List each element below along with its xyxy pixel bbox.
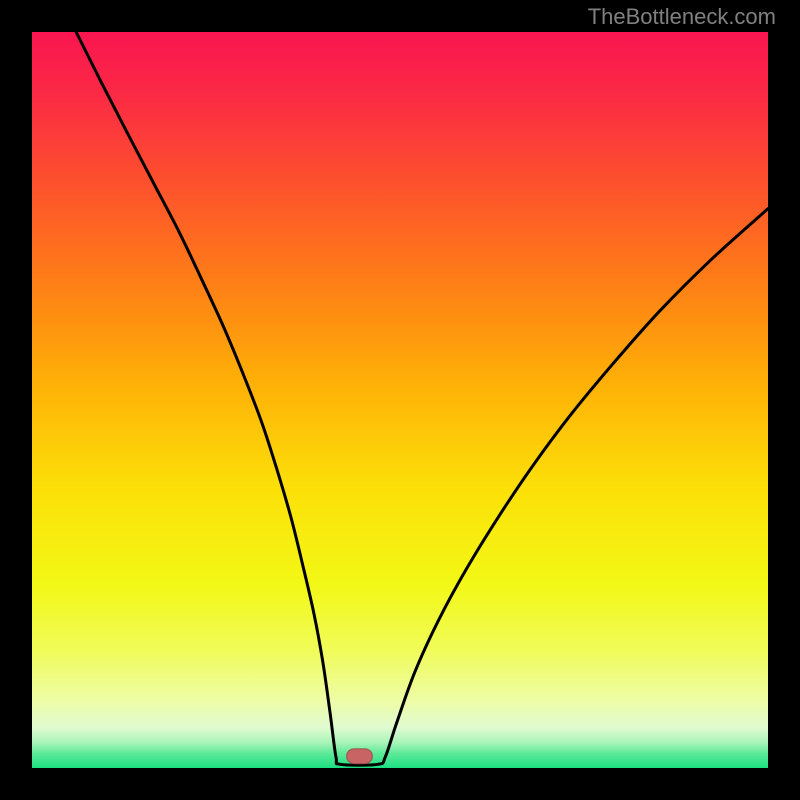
watermark-text: TheBottleneck.com xyxy=(588,4,776,30)
chart-svg xyxy=(32,32,768,768)
optimum-marker xyxy=(347,749,373,764)
bottleneck-curve xyxy=(76,32,768,765)
plot-area xyxy=(32,32,768,768)
